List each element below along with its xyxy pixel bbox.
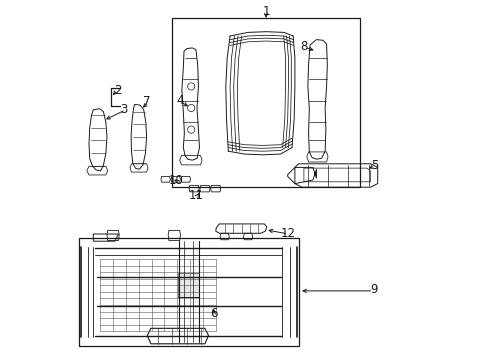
Bar bbox=[79, 238, 298, 346]
Bar bbox=[178, 273, 199, 297]
Text: 8: 8 bbox=[300, 40, 307, 53]
Text: 4: 4 bbox=[176, 94, 183, 107]
Text: 11: 11 bbox=[188, 189, 203, 202]
Text: 3: 3 bbox=[120, 103, 127, 116]
Bar bbox=[172, 18, 359, 187]
Text: 2: 2 bbox=[114, 84, 122, 96]
Text: 1: 1 bbox=[262, 5, 269, 18]
Text: 6: 6 bbox=[210, 307, 217, 320]
Text: 10: 10 bbox=[168, 174, 183, 187]
Text: 12: 12 bbox=[280, 227, 295, 240]
Text: 9: 9 bbox=[369, 283, 377, 296]
Text: 7: 7 bbox=[142, 95, 150, 108]
Bar bbox=[178, 273, 199, 297]
Text: 5: 5 bbox=[370, 159, 378, 172]
